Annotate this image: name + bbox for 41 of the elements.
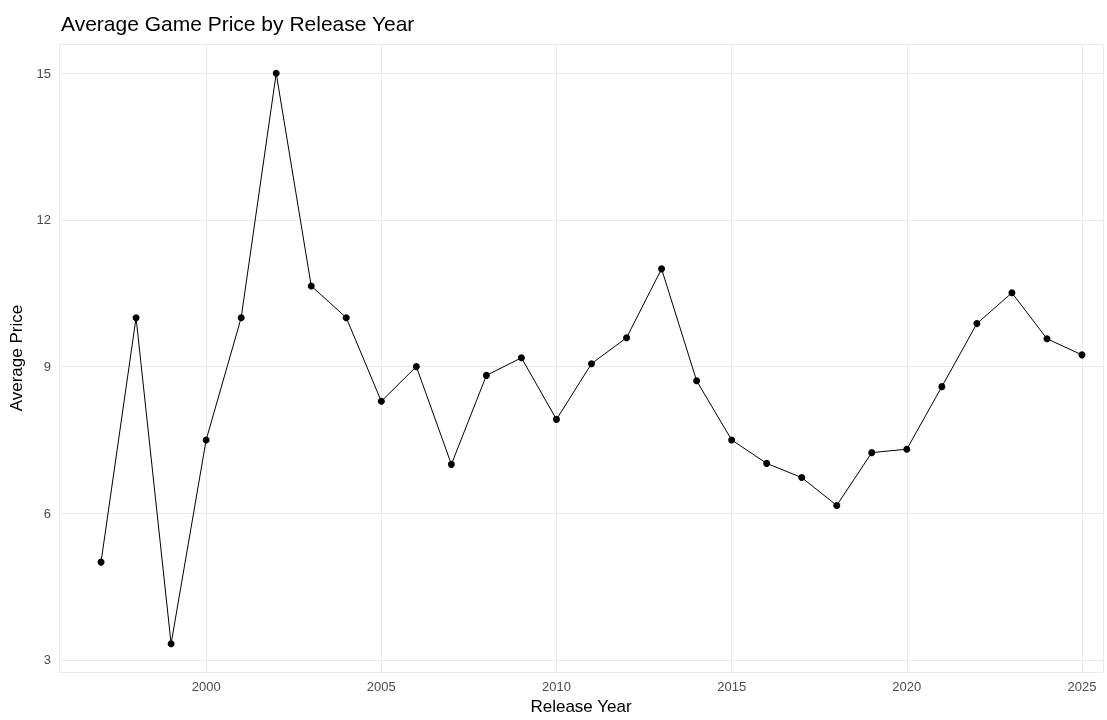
point [623,334,631,342]
point [833,501,841,509]
point [237,314,245,322]
point [202,436,210,444]
y-tick-label: 9 [43,359,51,375]
point [552,415,560,423]
point [903,445,911,453]
y-axis-title: Average Price [7,304,26,412]
y-tick-label: 15 [36,65,51,81]
x-tick-label: 2015 [717,679,747,695]
x-tick-label: 2025 [1067,679,1097,695]
point [412,363,420,371]
point [588,360,596,368]
point [307,282,315,290]
point [447,460,455,468]
y-tick-label: 12 [36,212,51,228]
x-tick-label: 2000 [191,679,221,695]
point [517,354,525,362]
point [938,383,946,391]
point [658,265,666,273]
point [693,377,701,385]
chart-title: Average Game Price by Release Year [61,12,415,35]
point [132,314,140,322]
point [728,436,736,444]
point [868,449,876,457]
point [377,397,385,405]
point [1043,335,1051,343]
x-tick-label: 2020 [892,679,922,695]
y-tick-label: 3 [43,652,51,668]
point [342,314,350,322]
x-tick-label: 2005 [366,679,396,695]
x-axis-title: Release Year [530,697,632,716]
x-tick-label: 2010 [542,679,571,695]
point [1008,289,1016,297]
point [167,640,175,648]
point [272,69,280,77]
point [482,371,490,379]
point [973,320,981,328]
point [798,474,806,482]
y-tick-label: 6 [43,505,51,521]
point [763,459,771,467]
